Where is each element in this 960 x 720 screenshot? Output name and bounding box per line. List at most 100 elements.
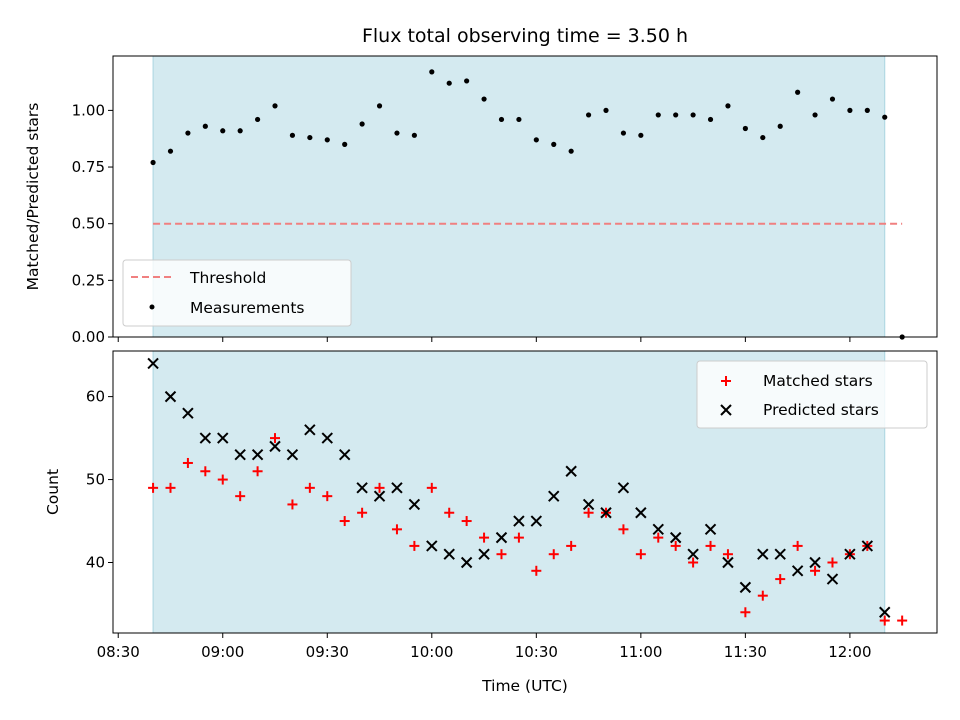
matched-star-point xyxy=(583,507,594,518)
matched-star-point xyxy=(722,549,733,560)
measurement-point xyxy=(533,137,539,143)
matched-star-point xyxy=(461,516,472,527)
matched-star-point xyxy=(444,507,455,518)
measurement-point xyxy=(568,148,574,154)
predicted-star-point xyxy=(182,407,194,419)
matched-star-point xyxy=(513,532,524,543)
matched-star-point xyxy=(879,615,890,626)
top-y-tick-label: 0.75 xyxy=(72,158,105,176)
predicted-star-point xyxy=(774,548,786,560)
predicted-star-point xyxy=(617,482,630,494)
predicted-star-point xyxy=(635,507,647,519)
measurement-point xyxy=(411,132,417,138)
matched-stars-series xyxy=(148,433,908,626)
top-y-tick-label: 0.25 xyxy=(72,271,105,289)
matched-star-point xyxy=(479,532,490,543)
measurement-point xyxy=(342,141,348,147)
predicted-star-point xyxy=(704,523,717,536)
measurement-point xyxy=(585,112,592,118)
predicted-star-point xyxy=(356,482,368,494)
predicted-star-point xyxy=(426,540,438,552)
measurement-point xyxy=(551,141,557,147)
predicted-star-point xyxy=(513,515,525,527)
top-y-axis: 0.00 0.25 0.50 0.75 1.00 xyxy=(72,101,113,346)
measurement-point xyxy=(882,114,888,120)
measurement-point xyxy=(777,123,783,129)
top-plot-frame xyxy=(112,55,938,338)
measurement-point xyxy=(673,112,679,118)
measurement-point xyxy=(359,121,365,127)
measurement-point xyxy=(742,125,748,132)
matched-star-point xyxy=(618,524,629,535)
predicted-star-point xyxy=(460,556,473,569)
measurement-point xyxy=(795,89,801,95)
predicted-star-point xyxy=(443,548,455,560)
measurement-point xyxy=(167,148,174,154)
matched-star-point xyxy=(792,540,803,551)
measurement-point xyxy=(725,103,731,109)
matched-star-point xyxy=(391,524,402,535)
measurement-point xyxy=(429,69,435,75)
matched-star-point xyxy=(775,574,786,585)
predicted-star-point xyxy=(286,448,299,461)
predicted-star-point xyxy=(251,448,264,461)
predicted-star-point xyxy=(338,448,351,461)
x-tick-label: 10:30 xyxy=(515,643,558,661)
matched-star-point xyxy=(426,482,437,493)
measurement-point xyxy=(289,132,296,138)
predicted-star-point xyxy=(844,548,856,560)
x-tick-label: 11:00 xyxy=(619,643,662,661)
legend-predicted-label: Predicted stars xyxy=(763,401,879,419)
matched-star-point xyxy=(374,482,385,493)
matched-star-point xyxy=(217,474,228,485)
predicted-star-point xyxy=(826,573,839,585)
measurement-point xyxy=(812,112,818,118)
bottom-y-axis-label: Count xyxy=(44,469,62,515)
measurement-point xyxy=(272,103,278,109)
chart-title: Flux total observing time = 3.50 h xyxy=(362,25,688,47)
measurement-point xyxy=(481,96,487,102)
bottom-y-tick-label: 60 xyxy=(86,388,105,406)
predicted-star-point xyxy=(217,432,229,444)
legend-matched-label: Matched stars xyxy=(763,372,873,390)
measurement-point xyxy=(864,107,870,113)
measurement-point xyxy=(516,116,522,123)
predicted-star-point xyxy=(861,540,874,552)
x-axis-label: Time (UTC) xyxy=(481,677,568,695)
legend-measurement-swatch xyxy=(149,304,155,310)
measurement-point xyxy=(202,123,208,129)
predicted-star-point xyxy=(687,548,699,560)
matched-star-point xyxy=(304,482,315,493)
matched-star-point xyxy=(165,482,176,493)
measurement-point xyxy=(464,78,470,84)
matched-star-point xyxy=(653,532,664,543)
legend-matched-swatch xyxy=(721,376,731,386)
measurement-point xyxy=(376,103,383,109)
matched-star-point xyxy=(182,457,193,468)
predicted-star-point xyxy=(722,556,734,569)
matched-star-point xyxy=(827,557,838,568)
predicted-star-point xyxy=(879,606,891,618)
bottom-y-tick-label: 40 xyxy=(86,554,105,572)
measurement-point xyxy=(760,134,766,141)
matched-star-point xyxy=(148,482,159,493)
predicted-star-point xyxy=(391,482,403,494)
measurement-point xyxy=(498,116,505,123)
matched-star-point xyxy=(740,607,751,618)
matched-star-point xyxy=(322,491,333,502)
top-y-axis-label: Matched/Predicted stars xyxy=(24,103,42,291)
top-legend: Threshold Measurements xyxy=(122,259,352,327)
matched-star-point xyxy=(357,507,368,518)
predicted-star-point xyxy=(565,465,577,477)
matched-star-point xyxy=(688,557,699,568)
matched-star-point xyxy=(270,433,281,444)
matched-star-point xyxy=(531,565,542,576)
matched-star-point xyxy=(635,549,646,560)
predicted-star-point xyxy=(548,490,560,502)
top-panel: 0.00 0.25 0.50 0.75 1.00 Flux total observin… xyxy=(24,25,938,346)
x-tick-label: 08:30 xyxy=(97,643,140,661)
predicted-star-point xyxy=(234,448,246,461)
top-x-ticks xyxy=(117,337,851,342)
measurement-point xyxy=(620,130,627,136)
matched-star-point xyxy=(757,590,768,601)
